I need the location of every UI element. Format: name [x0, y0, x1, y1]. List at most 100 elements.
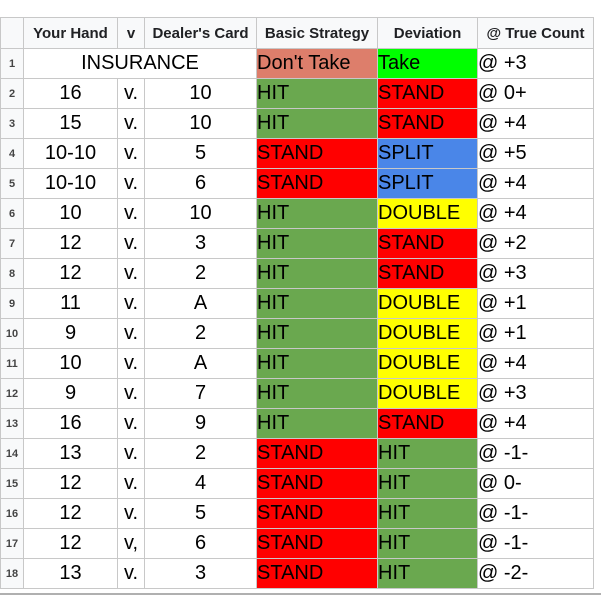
v-cell[interactable]: v,	[117, 528, 145, 559]
basic-strategy-cell[interactable]: HIT	[256, 318, 378, 349]
your-hand-cell[interactable]: 13	[23, 558, 118, 589]
basic-strategy-cell[interactable]: HIT	[256, 408, 378, 439]
dealers-card-cell[interactable]: A	[144, 288, 257, 319]
row-number[interactable]: 6	[0, 198, 24, 229]
dealers-card-cell[interactable]: 6	[144, 528, 257, 559]
deviation-cell[interactable]: DOUBLE	[377, 198, 478, 229]
dealers-card-cell[interactable]: 3	[144, 558, 257, 589]
true-count-cell[interactable]: @ +1	[477, 318, 594, 349]
v-cell[interactable]: v.	[117, 408, 145, 439]
basic-strategy-cell[interactable]: STAND	[256, 528, 378, 559]
basic-strategy-cell[interactable]: STAND	[256, 558, 378, 589]
v-cell[interactable]: v.	[117, 108, 145, 139]
your-hand-cell[interactable]: 9	[23, 378, 118, 409]
your-hand-cell[interactable]: 12	[23, 468, 118, 499]
row-number[interactable]: 13	[0, 408, 24, 439]
your-hand-cell[interactable]: 10-10	[23, 168, 118, 199]
your-hand-cell[interactable]: 10-10	[23, 138, 118, 169]
row-number[interactable]: 8	[0, 258, 24, 289]
true-count-cell[interactable]: @ 0-	[477, 468, 594, 499]
deviation-cell[interactable]: STAND	[377, 258, 478, 289]
basic-strategy-cell[interactable]: HIT	[256, 108, 378, 139]
dealers-card-cell[interactable]: 10	[144, 108, 257, 139]
row-number[interactable]: 7	[0, 228, 24, 259]
your-hand-cell[interactable]: 10	[23, 348, 118, 379]
true-count-cell[interactable]: @ +3	[477, 258, 594, 289]
dealers-card-cell[interactable]: 10	[144, 78, 257, 109]
deviation-cell[interactable]: DOUBLE	[377, 318, 478, 349]
row-number[interactable]: 9	[0, 288, 24, 319]
dealers-card-cell[interactable]: 2	[144, 318, 257, 349]
v-cell[interactable]: v.	[117, 168, 145, 199]
your-hand-cell[interactable]: 12	[23, 228, 118, 259]
your-hand-cell[interactable]: 16	[23, 408, 118, 439]
row-number[interactable]: 11	[0, 348, 24, 379]
basic-strategy-cell[interactable]: STAND	[256, 138, 378, 169]
basic-strategy-cell[interactable]: STAND	[256, 438, 378, 469]
basic-strategy-cell[interactable]: HIT	[256, 258, 378, 289]
v-cell[interactable]: v.	[117, 348, 145, 379]
v-cell[interactable]: v.	[117, 228, 145, 259]
dealers-card-cell[interactable]: 6	[144, 168, 257, 199]
basic-strategy-cell[interactable]: HIT	[256, 78, 378, 109]
header-v[interactable]: v	[117, 17, 145, 49]
dealers-card-cell[interactable]: 3	[144, 228, 257, 259]
basic-strategy-cell[interactable]: HIT	[256, 378, 378, 409]
basic-strategy-cell[interactable]: STAND	[256, 498, 378, 529]
v-cell[interactable]: v.	[117, 138, 145, 169]
deviation-cell[interactable]: STAND	[377, 78, 478, 109]
row-number[interactable]: 18	[0, 558, 24, 589]
header-your-hand[interactable]: Your Hand	[23, 17, 118, 49]
dealers-card-cell[interactable]: 10	[144, 198, 257, 229]
deviation-cell[interactable]: STAND	[377, 108, 478, 139]
true-count-cell[interactable]: @ +4	[477, 108, 594, 139]
true-count-cell[interactable]: @ +4	[477, 198, 594, 229]
dealers-card-cell[interactable]: 2	[144, 258, 257, 289]
true-count-cell[interactable]: @ +5	[477, 138, 594, 169]
basic-strategy-cell[interactable]: STAND	[256, 468, 378, 499]
deviation-cell[interactable]: SPLIT	[377, 138, 478, 169]
v-cell[interactable]: v.	[117, 288, 145, 319]
dealers-card-cell[interactable]: A	[144, 348, 257, 379]
header-dealers-card[interactable]: Dealer's Card	[144, 17, 257, 49]
v-cell[interactable]: v.	[117, 438, 145, 469]
row-number[interactable]: 2	[0, 78, 24, 109]
v-cell[interactable]: v.	[117, 558, 145, 589]
your-hand-cell[interactable]: 13	[23, 438, 118, 469]
true-count-cell[interactable]: @ 0+	[477, 78, 594, 109]
your-hand-cell[interactable]: 9	[23, 318, 118, 349]
dealers-card-cell[interactable]: 7	[144, 378, 257, 409]
your-hand-cell[interactable]: 12	[23, 498, 118, 529]
basic-strategy-cell[interactable]: HIT	[256, 228, 378, 259]
dealers-card-cell[interactable]: 9	[144, 408, 257, 439]
dealers-card-cell[interactable]: 4	[144, 468, 257, 499]
v-cell[interactable]: v.	[117, 258, 145, 289]
true-count-cell[interactable]: @ -1-	[477, 528, 594, 559]
row-number[interactable]: 4	[0, 138, 24, 169]
deviation-cell[interactable]: HIT	[377, 558, 478, 589]
row-number[interactable]: 17	[0, 528, 24, 559]
true-count-cell[interactable]: @ +4	[477, 408, 594, 439]
basic-strategy-cell[interactable]: HIT	[256, 288, 378, 319]
deviation-cell[interactable]: DOUBLE	[377, 288, 478, 319]
corner-cell[interactable]	[0, 17, 24, 49]
your-hand-cell[interactable]: 11	[23, 288, 118, 319]
v-cell[interactable]: v.	[117, 498, 145, 529]
row-number[interactable]: 1	[0, 48, 24, 79]
deviation-cell[interactable]: Take	[377, 48, 478, 79]
your-hand-cell[interactable]: 12	[23, 528, 118, 559]
insurance-cell[interactable]: INSURANCE	[23, 48, 257, 79]
your-hand-cell[interactable]: 16	[23, 78, 118, 109]
v-cell[interactable]: v.	[117, 378, 145, 409]
true-count-cell[interactable]: @ +3	[477, 378, 594, 409]
your-hand-cell[interactable]: 12	[23, 258, 118, 289]
v-cell[interactable]: v.	[117, 78, 145, 109]
header-true-count[interactable]: @ True Count	[477, 17, 594, 49]
basic-strategy-cell[interactable]: STAND	[256, 168, 378, 199]
row-number[interactable]: 5	[0, 168, 24, 199]
v-cell[interactable]: v.	[117, 198, 145, 229]
deviation-cell[interactable]: HIT	[377, 468, 478, 499]
deviation-cell[interactable]: HIT	[377, 438, 478, 469]
dealers-card-cell[interactable]: 2	[144, 438, 257, 469]
deviation-cell[interactable]: HIT	[377, 528, 478, 559]
